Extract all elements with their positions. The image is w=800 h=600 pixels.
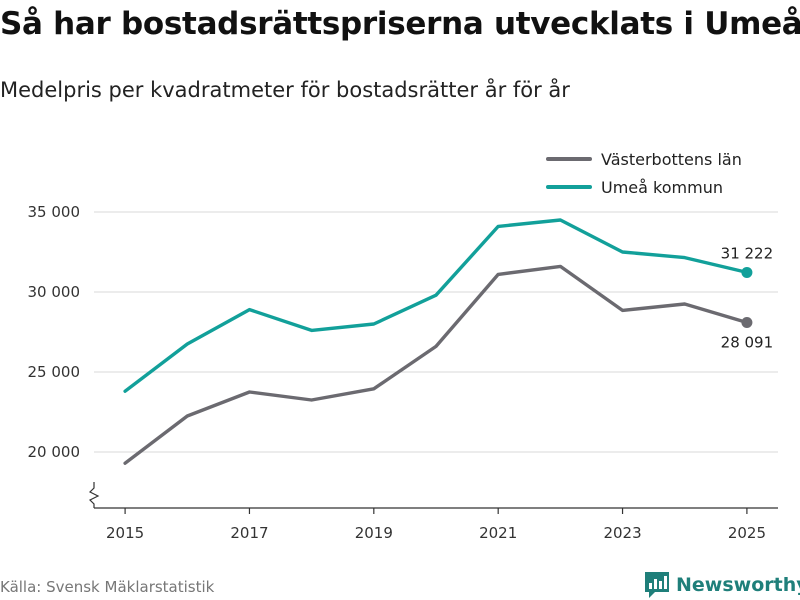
legend-label-1: Umeå kommun	[601, 178, 723, 197]
series-end-point-0	[741, 317, 753, 329]
y-tick-label: 20 000	[28, 443, 81, 461]
legend-label-0: Västerbottens län	[601, 150, 742, 169]
y-tick-label: 35 000	[28, 203, 81, 221]
brand-logo: Newsworthy	[644, 570, 800, 600]
data-label-1: 31 222	[721, 244, 774, 262]
y-tick-label: 30 000	[28, 283, 81, 301]
chart-title: Så har bostadsrättspriserna utvecklats i…	[0, 6, 800, 42]
data-label-0: 28 091	[721, 334, 774, 352]
brand-name: Newsworthy	[676, 574, 800, 596]
source-note: Källa: Svensk Mäklarstatistik	[0, 578, 215, 596]
x-tick-label: 2023	[603, 524, 641, 542]
series-end-point-1	[741, 266, 753, 278]
x-tick-label: 2021	[479, 524, 517, 542]
y-tick-label: 25 000	[28, 363, 81, 381]
grid-lines: 20 000 25 000 30 000 35 000	[28, 203, 778, 461]
series-line-0	[123, 264, 749, 465]
newsworthy-logo-icon	[645, 572, 669, 598]
x-axis: 2015 2017 2019 2021 2023 2025	[88, 482, 778, 542]
x-tick-label: 2025	[728, 524, 766, 542]
chart-subtitle: Medelpris per kvadratmeter för bostadsrä…	[0, 78, 570, 102]
x-tick-label: 2017	[230, 524, 268, 542]
x-tick-label: 2019	[355, 524, 393, 542]
x-tick-label: 2015	[106, 524, 144, 542]
axis-break-icon	[88, 482, 100, 508]
series-line-1	[123, 218, 749, 393]
series-lines: 28 091 31 222	[123, 218, 774, 465]
legend: Västerbottens län Umeå kommun	[546, 150, 742, 197]
